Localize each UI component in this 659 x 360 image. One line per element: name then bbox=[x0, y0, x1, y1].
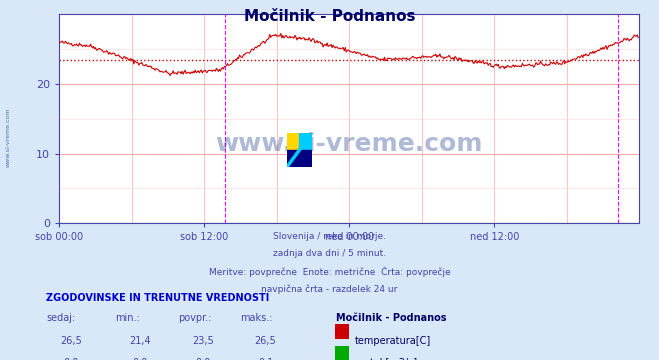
Text: maks.:: maks.: bbox=[241, 313, 273, 323]
Text: sedaj:: sedaj: bbox=[46, 313, 75, 323]
Text: Meritve: povprečne  Enote: metrične  Črta: povprečje: Meritve: povprečne Enote: metrične Črta:… bbox=[209, 267, 450, 277]
Text: 0,1: 0,1 bbox=[258, 358, 273, 360]
Text: Močilnik - Podnanos: Močilnik - Podnanos bbox=[244, 9, 415, 24]
Bar bbox=[287, 133, 299, 150]
Text: povpr.:: povpr.: bbox=[178, 313, 212, 323]
Text: www.si-vreme.com: www.si-vreme.com bbox=[215, 132, 483, 156]
Text: ZGODOVINSKE IN TRENUTNE VREDNOSTI: ZGODOVINSKE IN TRENUTNE VREDNOSTI bbox=[46, 293, 270, 303]
Text: 0,0: 0,0 bbox=[63, 358, 79, 360]
Text: min.:: min.: bbox=[115, 313, 140, 323]
Text: temperatura[C]: temperatura[C] bbox=[355, 336, 431, 346]
Text: 0,0: 0,0 bbox=[195, 358, 211, 360]
Text: zadnja dva dni / 5 minut.: zadnja dva dni / 5 minut. bbox=[273, 249, 386, 258]
Text: 26,5: 26,5 bbox=[254, 336, 277, 346]
Text: 21,4: 21,4 bbox=[130, 336, 151, 346]
Text: navpična črta - razdelek 24 ur: navpična črta - razdelek 24 ur bbox=[262, 284, 397, 293]
Text: 26,5: 26,5 bbox=[60, 336, 82, 346]
Bar bbox=[287, 150, 312, 167]
Bar bbox=[299, 133, 312, 150]
Text: Slovenija / reke in morje.: Slovenija / reke in morje. bbox=[273, 232, 386, 241]
Text: 23,5: 23,5 bbox=[192, 336, 214, 346]
Text: www.si-vreme.com: www.si-vreme.com bbox=[5, 107, 11, 167]
Text: Močilnik - Podnanos: Močilnik - Podnanos bbox=[336, 313, 447, 323]
Text: pretok[m3/s]: pretok[m3/s] bbox=[355, 358, 418, 360]
Text: 0,0: 0,0 bbox=[132, 358, 148, 360]
